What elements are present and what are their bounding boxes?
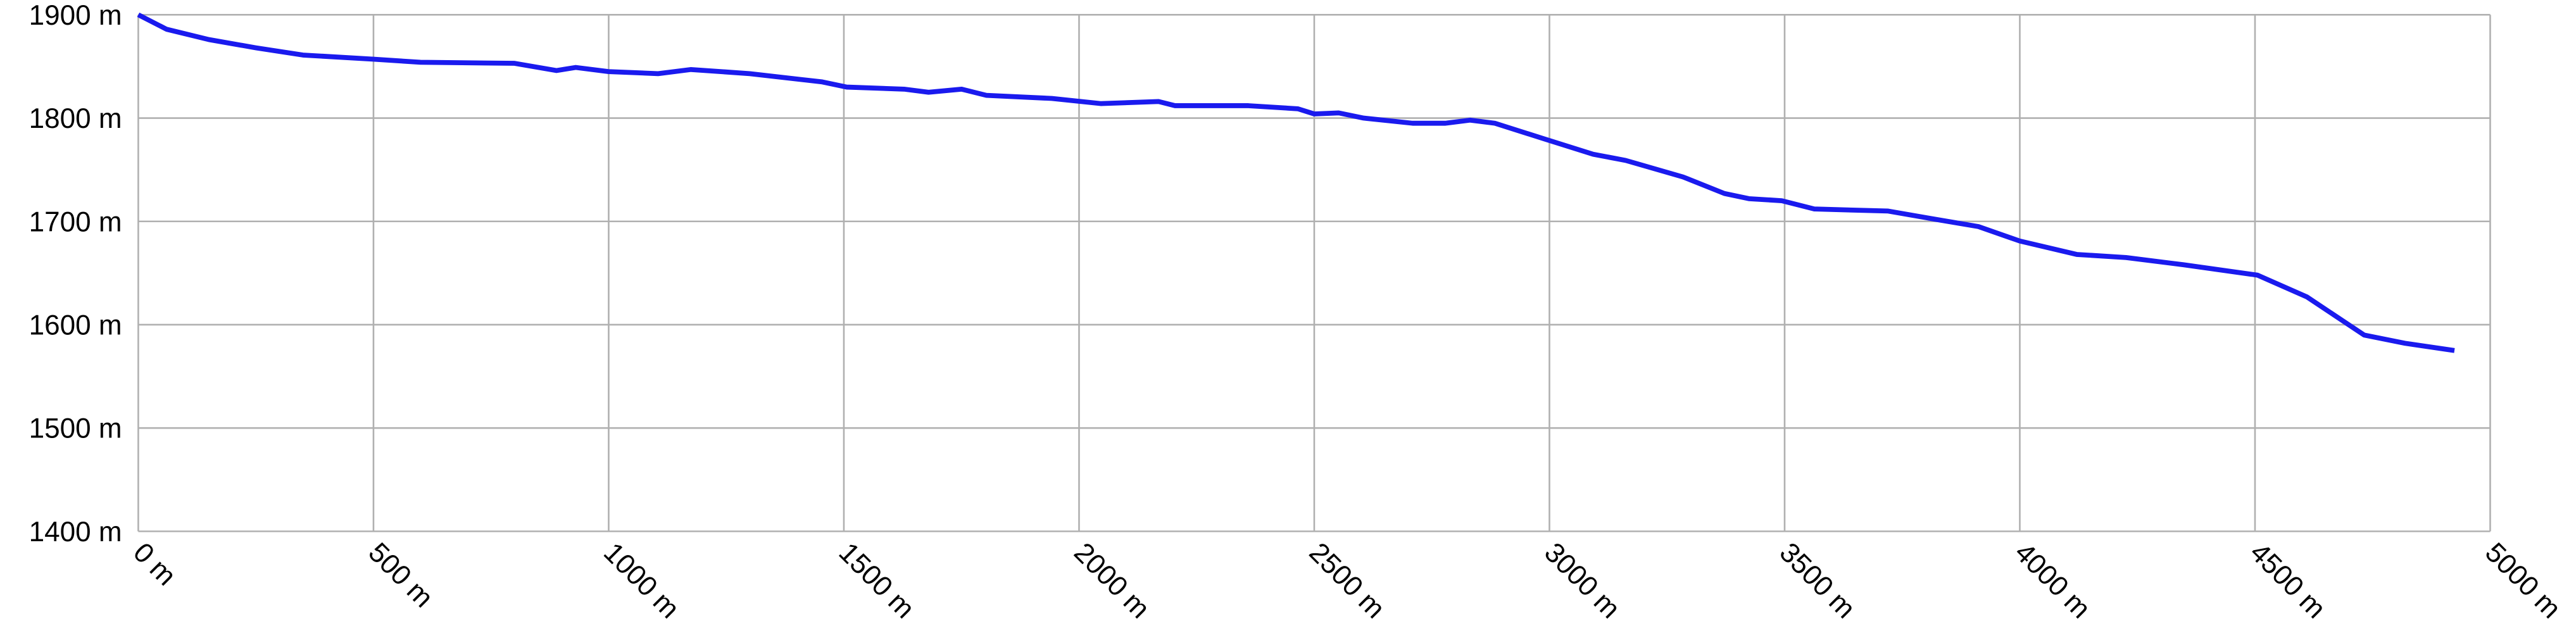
x-tick-label: 4500 m [2244,537,2332,625]
y-tick-label: 1400 m [29,517,122,548]
x-tick-label: 3500 m [1774,537,1862,625]
y-tick-label: 1800 m [29,103,122,134]
x-tick-label: 2000 m [1068,537,1156,625]
x-tick-label: 500 m [363,537,439,613]
y-tick-label: 1700 m [29,206,122,237]
y-tick-label: 1600 m [29,310,122,341]
x-tick-label: 2500 m [1304,537,1392,625]
x-tick-label: 5000 m [2479,537,2567,625]
y-tick-label: 1500 m [29,413,122,444]
x-tick-label: 0 m [127,537,182,592]
y-tick-label: 1900 m [29,0,122,31]
x-tick-label: 3000 m [1538,537,1626,625]
x-tick-label: 1500 m [833,537,921,625]
elevation-line [137,12,2455,353]
x-tick-label: 4000 m [2009,537,2097,625]
x-tick-label: 1000 m [598,537,686,625]
